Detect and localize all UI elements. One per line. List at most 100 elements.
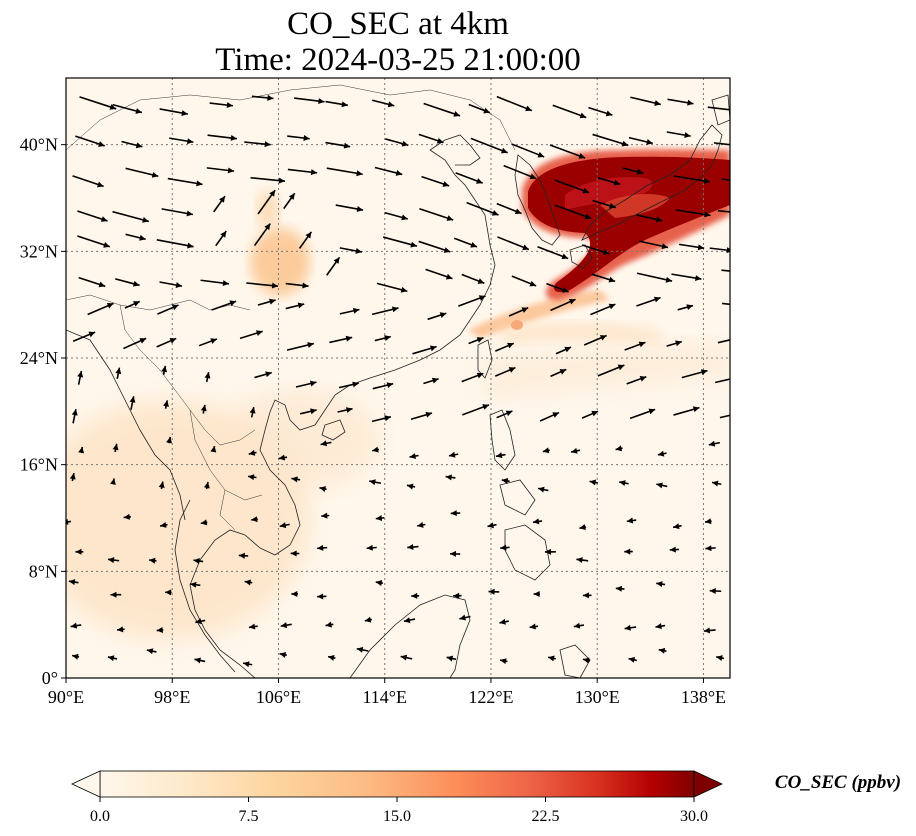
wind-vector-head	[430, 345, 437, 352]
wind-vector-head	[453, 592, 460, 599]
wind-vector-head	[352, 381, 359, 388]
wind-vector-head	[210, 446, 217, 453]
wind-vector-head	[703, 627, 711, 634]
wind-vector-head	[77, 370, 84, 378]
wind-vector-head	[579, 524, 586, 530]
wind-vector-head	[200, 404, 207, 412]
wind-vector-head	[470, 241, 477, 248]
wind-vector-head	[196, 180, 203, 187]
country-borders	[66, 84, 516, 531]
wind-vector-head	[355, 247, 362, 254]
wind-vector-head	[741, 178, 747, 184]
wind-vector-head	[655, 216, 663, 223]
wind-vector-head	[271, 282, 279, 289]
wind-vector-head	[310, 408, 317, 415]
wind-vector-shaft	[719, 414, 730, 419]
wind-vector-head	[375, 515, 383, 522]
wind-vector-head	[626, 517, 634, 524]
colorbar-body	[99, 770, 695, 798]
wind-vector-head	[187, 242, 194, 249]
colorbar-extend-low	[71, 770, 101, 798]
wind-vector-head	[439, 312, 447, 318]
wind-vector-head	[71, 409, 78, 416]
wind-vector-head	[656, 482, 663, 489]
wind-vector-shaft	[707, 106, 730, 111]
wind-vector-head	[684, 132, 691, 139]
wind-vector-head	[538, 486, 545, 493]
wind-vector-head	[591, 410, 599, 417]
colorbar-tick-label: 0.0	[90, 808, 110, 825]
wind-vector-head	[733, 142, 739, 148]
lat-tick-label: 8°N	[29, 561, 58, 581]
wind-vector-head	[186, 210, 193, 217]
wind-vector-head	[709, 588, 716, 595]
wind-vector-head	[401, 214, 408, 221]
wind-vector-head	[529, 173, 537, 180]
wind-vector-head	[278, 177, 285, 184]
wind-vector-head	[736, 108, 742, 114]
plume-pacific-haze	[480, 340, 730, 400]
wind-vector-head	[391, 306, 399, 313]
lon-tick-label: 90°E	[48, 687, 84, 707]
wind-vector-head	[476, 337, 484, 343]
lon-tick-label: 138°E	[681, 687, 726, 707]
wind-vector-head	[410, 241, 417, 248]
wind-vector-head	[78, 446, 85, 454]
wind-vector-head	[297, 302, 305, 309]
wind-vector-head	[571, 447, 578, 454]
wind-vector-head	[139, 234, 146, 241]
wind-vector-head	[151, 171, 159, 178]
wind-vector-head	[68, 579, 76, 586]
plume-japan-swirl	[600, 194, 670, 218]
wind-vector-head	[636, 168, 644, 175]
wind-vector-head	[309, 380, 317, 387]
coast-borneo	[349, 594, 471, 678]
wind-vector-head	[280, 622, 288, 629]
wind-vector-head	[96, 181, 104, 188]
wind-vector-head	[657, 450, 665, 457]
wind-vector-head	[704, 211, 711, 218]
wind-vector-head	[156, 626, 163, 633]
wind-vector-head	[695, 275, 702, 282]
wind-vector-head	[387, 101, 395, 108]
wind-vector-head	[149, 557, 156, 564]
coast-philippines-visayas	[499, 479, 536, 516]
wind-vector-head	[279, 522, 287, 529]
wind-vector-head	[364, 616, 372, 623]
wind-vector-head	[499, 618, 506, 625]
wind-vector-head	[291, 476, 298, 483]
gridlines	[66, 78, 730, 678]
wind-vector-head	[533, 591, 540, 598]
wind-vector-head	[442, 181, 450, 187]
wind-vector-head	[247, 474, 255, 481]
wind-vector-head	[669, 546, 676, 553]
coast-vietnam	[259, 429, 301, 556]
wind-vector-head	[407, 544, 414, 550]
wind-vector-head	[135, 108, 142, 114]
wind-vector-head	[708, 440, 716, 447]
plume-sichuan	[250, 228, 310, 296]
wind-vector-head	[310, 169, 318, 176]
wind-vector-head	[133, 301, 140, 307]
wind-vector-head	[163, 400, 170, 407]
coast-japan-honshu	[581, 124, 723, 241]
wind-vector-head	[483, 107, 490, 114]
wind-vector-shaft	[713, 142, 730, 146]
wind-vector-head	[561, 253, 569, 260]
wind-vector-head	[508, 367, 516, 373]
wind-vector-shaft	[156, 239, 194, 248]
wind-vector-head	[646, 139, 653, 145]
map-subtitle-time: Time: 2024-03-25 21:00:00	[215, 42, 580, 78]
coast-gulf-thailand	[189, 529, 261, 678]
wind-vector-head	[705, 545, 712, 552]
colorbar-label: CO_SEC (ppbv)	[775, 772, 901, 793]
wind-vector-head	[500, 147, 508, 154]
wind-vector-head	[288, 193, 295, 200]
wind-vector-head	[711, 480, 719, 487]
wind-vector-head	[345, 335, 353, 342]
wind-vector-head	[500, 544, 507, 551]
wind-vector-head	[139, 338, 147, 344]
wind-vector-head	[521, 307, 529, 313]
wind-vector-head	[400, 286, 408, 293]
wind-vector-head	[482, 404, 490, 410]
